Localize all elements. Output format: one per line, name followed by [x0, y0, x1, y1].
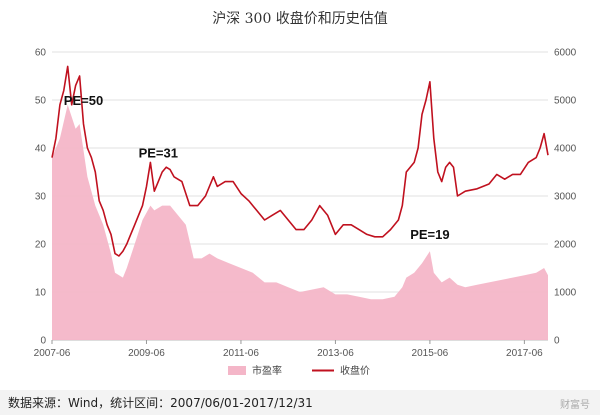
x-tick-label: 2013-06	[317, 348, 354, 359]
right-tick-label: 6000	[554, 48, 577, 59]
legend-label: 收盘价	[340, 364, 370, 377]
right-tick-label: 2000	[554, 240, 577, 251]
annotations: PE=50 PE=31 PE=19	[64, 93, 450, 242]
x-tick-label: 2011-06	[223, 348, 259, 359]
left-axis-ticks: 0 10 20 30 40 50 60	[35, 48, 47, 347]
legend-label: 市盈率	[252, 364, 282, 377]
right-tick-label: 3000	[554, 192, 577, 203]
legend-swatch-pe	[228, 366, 246, 375]
left-tick-label: 10	[35, 288, 47, 299]
right-tick-label: 0	[554, 336, 560, 347]
x-tick-label: 2015-06	[412, 348, 449, 359]
close-price-line	[51, 65, 549, 257]
left-tick-label: 0	[40, 336, 46, 347]
left-tick-label: 60	[35, 48, 47, 59]
x-tick-label: 2017-06	[506, 348, 543, 359]
pe-ratio-area	[52, 104, 548, 340]
footer: 数据来源：Wind，统计区间：2007/06/01-2017/12/31 财富号	[0, 390, 600, 415]
pe-annotation: PE=50	[64, 93, 103, 108]
left-tick-label: 50	[35, 96, 47, 107]
legend: 市盈率 收盘价	[228, 364, 370, 377]
x-axis-ticks: 2007-06 2009-06 2011-06 2013-06 2015-06 2017-…	[34, 340, 543, 359]
watermark: 财富号	[560, 400, 590, 411]
left-tick-label: 40	[35, 144, 47, 155]
right-tick-label: 1000	[554, 288, 577, 299]
x-tick-label: 2007-06	[34, 348, 71, 359]
chart-title: 沪深 300 收盘价和历史估值	[212, 11, 388, 27]
right-tick-label: 5000	[554, 96, 577, 107]
pe-annotation: PE=19	[410, 227, 449, 242]
left-tick-label: 30	[35, 192, 47, 203]
data-source-note: 数据来源：Wind，统计区间：2007/06/01-2017/12/31	[8, 396, 313, 410]
right-axis-ticks: 0 1000 2000 3000 4000 5000 6000	[554, 48, 577, 347]
pe-annotation: PE=31	[139, 146, 178, 161]
x-tick-label: 2009-06	[128, 348, 165, 359]
price-line-layer	[51, 65, 549, 257]
left-tick-label: 20	[35, 240, 47, 251]
pe-area-layer	[52, 104, 548, 340]
right-tick-label: 4000	[554, 144, 577, 155]
